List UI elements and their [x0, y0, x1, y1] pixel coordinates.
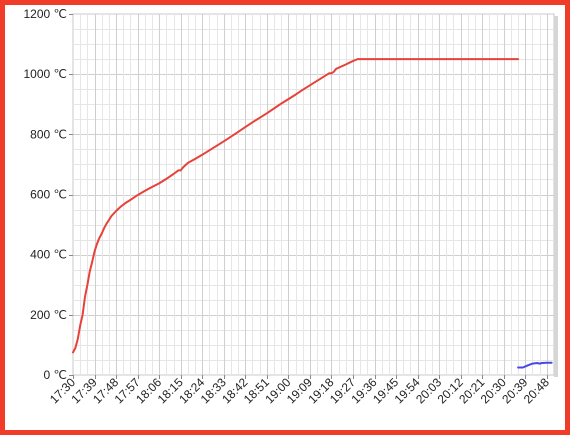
grid [73, 14, 554, 375]
series-line-2 [517, 361, 553, 369]
series-line-1 [72, 58, 520, 354]
y-tick-label: 200 ℃ [30, 308, 67, 322]
y-tick-label: 800 ℃ [30, 127, 67, 141]
plot-shadow [554, 16, 558, 377]
y-tick-label: 1000 ℃ [23, 67, 67, 81]
y-axis: 0 ℃ 200 ℃ 400 ℃ 600 ℃ 800 ℃ 1000 ℃ 1200 ℃ [23, 7, 73, 382]
y-tick-label: 0 ℃ [44, 368, 67, 382]
y-tick-label: 400 ℃ [30, 248, 67, 262]
series-lines [72, 58, 553, 369]
y-tick-label: 600 ℃ [30, 188, 67, 202]
x-tick-label: 20:48 [521, 375, 552, 406]
y-tick-label: 1200 ℃ [23, 7, 67, 21]
x-axis: 17:3017:3917:4817:5718:0618:1518:2418:33… [47, 375, 552, 406]
